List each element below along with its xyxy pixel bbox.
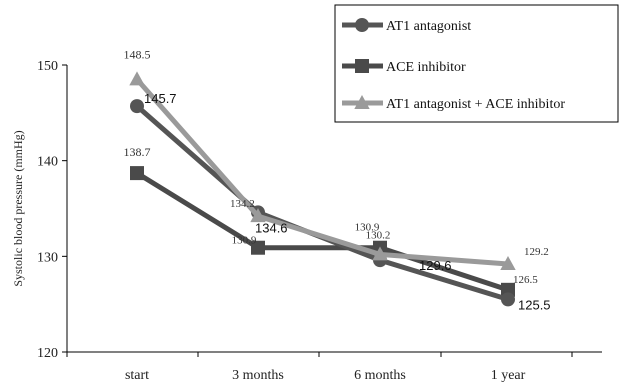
data-point [130, 166, 144, 181]
legend-marker [355, 59, 369, 73]
x-tick-label: start [125, 368, 149, 383]
y-tick-label: 120 [37, 346, 58, 361]
data-label: 126.5 [513, 274, 538, 286]
data-label: 129.2 [524, 246, 549, 258]
legend-marker [355, 18, 369, 32]
series-line [135, 170, 509, 293]
x-tick-label: 3 months [232, 368, 284, 383]
data-label: 134.2 [230, 198, 255, 210]
x-tick-label: 6 months [354, 368, 406, 383]
axes-layer: 120 130 140 150 start 3 months 6 months 1 year S… [11, 59, 602, 383]
data-label: 138.7 [124, 145, 151, 159]
data-label: 130.9 [355, 222, 380, 234]
data-label: 130.2 [366, 229, 391, 241]
data-point [130, 99, 144, 114]
data-label: 145.7 [144, 91, 177, 106]
legend-label: AT1 antagonist [386, 19, 471, 34]
data-labels-layer: 145.7 134.6 129.6 125.5 138.7 130.9 130.9 126.5… [124, 47, 551, 312]
data-point [500, 256, 516, 270]
x-tick-label: 1 year [491, 368, 526, 383]
data-label: 129.6 [419, 258, 452, 273]
series-layer [129, 71, 516, 307]
data-point [129, 71, 145, 86]
data-point [501, 282, 515, 297]
legend-label: ACE inhibitor [386, 60, 466, 75]
y-tick-label: 130 [37, 250, 58, 265]
y-axis-label: Systolic blood pressure (mmHg) [11, 130, 25, 286]
data-label: 130.9 [232, 235, 257, 247]
data-point [251, 240, 265, 255]
data-point [372, 246, 388, 261]
series-line [135, 77, 509, 267]
y-tick-label: 150 [37, 59, 58, 74]
data-label: 148.5 [124, 47, 151, 61]
legend-marker [354, 95, 370, 109]
data-point [250, 208, 266, 223]
data-label: 125.5 [518, 297, 551, 312]
legend: AT1 antagonist ACE inhibitor AT1 antagonis… [334, 4, 619, 123]
y-tick-label: 140 [37, 155, 58, 170]
data-label: 134.6 [255, 220, 288, 235]
legend-label: AT1 antagonist + ACE inhibitor [386, 97, 565, 112]
data-point [501, 292, 515, 307]
